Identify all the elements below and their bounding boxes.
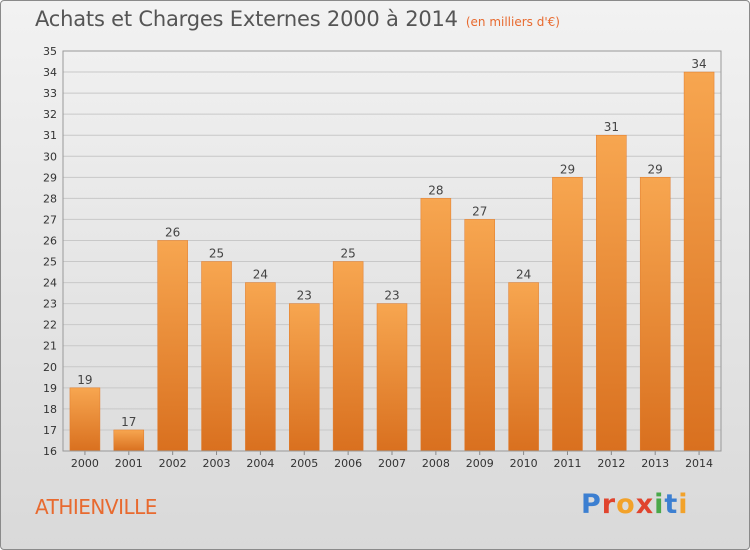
bars: 19 17 26 25 24 23 25 23 28 27 24 29 31 29 34 (69, 57, 715, 452)
bar-value-label: 29 (560, 162, 575, 176)
y-tick-label: 16 (43, 445, 57, 458)
y-tick-label: 21 (43, 340, 57, 353)
bar-2001 (113, 429, 145, 452)
bar-2012 (596, 134, 627, 452)
bar-2004 (245, 282, 276, 452)
y-tick-label: 30 (43, 150, 57, 163)
x-tick-label: 2004 (246, 457, 274, 470)
bar-value-label: 19 (77, 373, 92, 387)
y-tick-label: 27 (43, 213, 57, 226)
bar-value-label: 25 (340, 247, 355, 261)
bar-value-label: 27 (472, 204, 487, 218)
bar-value-label: 31 (604, 120, 619, 134)
bar-value-label: 17 (121, 415, 136, 429)
y-tick-label: 25 (43, 256, 57, 269)
y-tick-label: 24 (43, 277, 57, 290)
y-tick-label: 28 (43, 192, 57, 205)
bar-2010 (508, 282, 539, 452)
y-tick-label: 22 (43, 319, 57, 332)
bar-value-label: 29 (648, 162, 663, 176)
bar-2008 (420, 198, 452, 452)
x-tick-label: 2003 (203, 457, 231, 470)
x-tick-label: 2011 (553, 457, 581, 470)
x-tick-label: 2007 (378, 457, 406, 470)
bar-value-label: 25 (209, 247, 224, 261)
y-tick-label: 29 (43, 171, 57, 184)
bar-2011 (552, 177, 583, 452)
bar-2014 (683, 71, 715, 452)
commune-name: ATHIENVILLE (35, 495, 157, 519)
x-tick-label: 2012 (597, 457, 625, 470)
bar-value-label: 28 (428, 183, 443, 197)
bar-value-label: 24 (516, 268, 531, 282)
y-tick-label: 32 (43, 108, 57, 121)
bar-2007 (376, 303, 408, 452)
y-tick-label: 20 (43, 361, 57, 374)
y-tick-label: 35 (43, 45, 57, 58)
y-tick-label: 33 (43, 87, 57, 100)
bar-value-label: 24 (253, 268, 268, 282)
bar-2006 (332, 261, 364, 452)
bar-2000 (69, 387, 101, 452)
x-tick-label: 2014 (685, 457, 713, 470)
bar-2009 (464, 219, 495, 452)
y-tick-label: 34 (43, 66, 57, 79)
bar-2005 (289, 303, 320, 452)
bar-value-label: 23 (384, 289, 399, 303)
bar-2013 (639, 177, 671, 452)
x-tick-label: 2005 (290, 457, 318, 470)
x-tick-label: 2009 (466, 457, 494, 470)
y-tick-label: 19 (43, 382, 57, 395)
chart-title: Achats et Charges Externes 2000 à 2014 (e… (35, 7, 560, 31)
y-tick-label: 31 (43, 129, 57, 142)
bar-2002 (157, 240, 188, 452)
y-tick-label: 23 (43, 298, 57, 311)
chart-unit: (en milliers d'€) (465, 15, 560, 29)
bar-2003 (201, 261, 232, 452)
x-axis-ticks: 2000 2001 2002 2003 2004 2005 2006 2007 2008 2009… (71, 451, 713, 470)
bar-value-label: 34 (691, 57, 706, 71)
plot-area (62, 50, 722, 452)
x-tick-label: 2006 (334, 457, 362, 470)
y-tick-label: 26 (43, 234, 57, 247)
x-tick-label: 2013 (641, 457, 669, 470)
chart-title-text: Achats et Charges Externes 2000 à 2014 (35, 7, 458, 31)
y-tick-label: 17 (43, 424, 57, 437)
x-tick-label: 2008 (422, 457, 450, 470)
y-tick-label: 18 (43, 403, 57, 416)
x-tick-label: 2001 (115, 457, 143, 470)
x-tick-label: 2002 (159, 457, 187, 470)
x-tick-label: 2010 (510, 457, 538, 470)
bar-value-label: 23 (297, 289, 312, 303)
y-axis-ticks: 16 17 18 19 20 21 22 23 24 25 26 27 28 29 30 31 32 33 34 35 (43, 45, 57, 458)
bar-value-label: 26 (165, 225, 180, 239)
x-tick-label: 2000 (71, 457, 99, 470)
proxiti-logo: Proxiti (581, 489, 689, 520)
